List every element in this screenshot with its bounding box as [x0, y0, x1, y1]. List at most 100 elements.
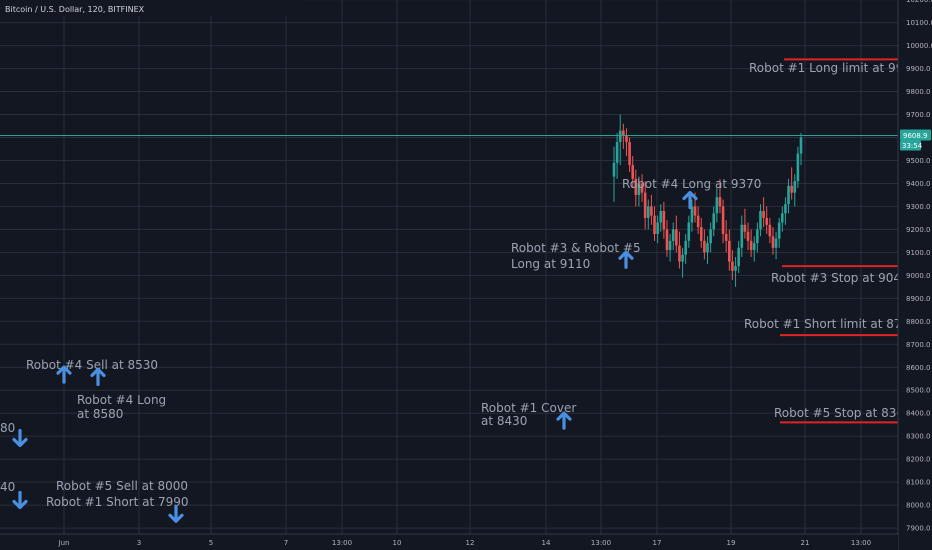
- candle-body: [693, 206, 697, 216]
- y-tick-label: 9800.0: [906, 88, 931, 96]
- trade-annotation: Robot #4 Long at 9370: [622, 177, 761, 191]
- candle-body: [699, 227, 703, 241]
- candle: [799, 132, 803, 166]
- candle-body: [712, 213, 716, 230]
- candle: [631, 155, 634, 189]
- candle-body: [731, 261, 734, 271]
- y-tick-label: 9000.0: [906, 272, 931, 280]
- candle: [646, 199, 650, 230]
- candle: [650, 194, 653, 225]
- candle: [746, 222, 750, 251]
- trade-annotation: at 8580: [77, 407, 123, 421]
- candle-body: [643, 192, 647, 218]
- candle-body: [671, 229, 675, 241]
- candle: [784, 197, 787, 225]
- candle: [615, 132, 619, 179]
- candle: [718, 178, 722, 214]
- candle-body: [759, 211, 762, 230]
- x-tick-label: 21: [801, 539, 810, 547]
- x-tick-label: Jun: [58, 539, 70, 547]
- candle: [728, 229, 731, 271]
- candle-body: [793, 181, 797, 193]
- y-tick-label: 8700.0: [906, 341, 931, 349]
- candle-body: [715, 197, 719, 214]
- candlestick-series: [612, 114, 803, 287]
- candle: [681, 247, 684, 278]
- y-tick-label: 8100.0: [906, 479, 931, 487]
- time-axis[interactable]: Jun 3 5 7 13:00 10 12 14 13:00 17 19 21 13:00: [0, 533, 898, 550]
- chart-title: Bitcoin / U.S. Dollar, 120, BITFINEX: [5, 5, 145, 14]
- x-tick-label: 10: [393, 539, 402, 547]
- candle-body: [612, 162, 616, 177]
- x-tick-label: 14: [542, 539, 551, 547]
- candle: [699, 217, 703, 248]
- candle-body: [628, 142, 631, 166]
- trade-annotation: Long at 9110: [511, 257, 590, 271]
- trade-annotation: at 8430: [481, 414, 527, 428]
- candle-body: [790, 185, 793, 193]
- y-tick-label: 9100.0: [906, 249, 931, 257]
- candle: [721, 199, 725, 244]
- candle-body: [743, 224, 747, 232]
- candle-body: [678, 245, 681, 262]
- trade-annotation: Robot #1 Cover: [481, 401, 576, 415]
- candle-body: [724, 233, 728, 241]
- candle: [787, 178, 790, 214]
- y-tick-label: 8500.0: [906, 387, 931, 395]
- y-tick-label: 10200.0: [906, 0, 932, 4]
- candle-body: [752, 243, 756, 251]
- candle: [662, 201, 666, 239]
- trade-annotation: Robot #5 Sell at 8000: [56, 479, 188, 493]
- y-tick-label: 9900.0: [906, 65, 931, 73]
- candle-body: [762, 211, 765, 218]
- y-tick-label: 8600.0: [906, 364, 931, 372]
- candle: [734, 256, 737, 287]
- x-tick-label: 13:00: [851, 539, 871, 547]
- arrow-down-icon: [12, 428, 28, 448]
- candle: [687, 215, 691, 248]
- candle: [643, 181, 647, 230]
- candle-body: [622, 130, 625, 136]
- x-tick-label: 3: [137, 539, 141, 547]
- candle-body: [777, 222, 781, 239]
- x-tick-label: 13:00: [591, 539, 611, 547]
- candle: [752, 236, 756, 262]
- y-tick-label: 8800.0: [906, 318, 931, 326]
- candle: [790, 167, 793, 200]
- candle: [665, 220, 669, 257]
- candle: [690, 199, 694, 232]
- candle-body: [781, 213, 784, 223]
- arrow-down-icon: [168, 504, 184, 523]
- candle: [659, 204, 663, 232]
- candle: [612, 146, 616, 202]
- candle-body: [675, 229, 678, 246]
- y-tick-label: 9200.0: [906, 226, 931, 234]
- candle: [762, 197, 765, 228]
- y-tick-label: 10000.0: [906, 42, 932, 50]
- candle-body: [634, 178, 638, 195]
- legend-background: [0, 0, 300, 16]
- price-axis[interactable]: 10200.0 10100.0 10000.0 9900.0 9800.0 9700.0 9…: [897, 0, 932, 550]
- candle-body: [768, 224, 772, 237]
- candle-body: [687, 222, 691, 241]
- candle: [625, 128, 628, 156]
- candle: [628, 137, 631, 172]
- candle-body: [756, 229, 759, 244]
- candle: [703, 229, 706, 260]
- trade-annotation: Robot #1 Short limit at 8740: [744, 317, 917, 331]
- last-price-label: 9608.9: [903, 132, 928, 140]
- candle: [759, 204, 762, 237]
- candle: [715, 188, 719, 223]
- candle: [731, 250, 734, 280]
- candle-body: [746, 231, 750, 241]
- candle-body: [662, 211, 666, 230]
- candle-body: [653, 215, 656, 234]
- candle-body: [749, 240, 753, 251]
- candle: [740, 215, 744, 257]
- candle-body: [637, 183, 641, 195]
- trade-annotation: Robot #1 Long limit at 9940: [749, 61, 919, 75]
- bar-countdown-badge: [900, 140, 921, 151]
- candle-body: [640, 183, 644, 193]
- y-tick-label: 9500.0: [906, 157, 931, 165]
